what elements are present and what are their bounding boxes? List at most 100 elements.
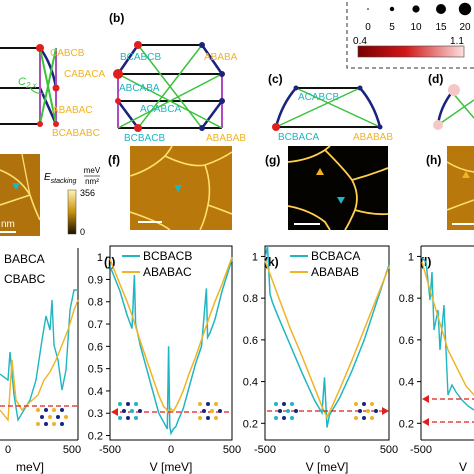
x-tick-label: -500 <box>99 444 121 456</box>
label-bcababc: BCABABC <box>52 128 100 139</box>
x-tick-label: 0 <box>324 444 330 456</box>
panel-e-map: nm <box>0 153 41 236</box>
panel-d-diagram <box>433 84 474 130</box>
y-tick-label: 0.8 <box>243 293 258 305</box>
size-dot-0 <box>367 8 369 10</box>
marker-legend: 0 5 10 15 20 0.4 1.1 <box>346 0 474 69</box>
x-tick-label: 500 <box>63 444 81 456</box>
panel-j-plot: BCBACB ABABAC 10.90.80.70.60.50.40.30.2 … <box>88 245 241 474</box>
x-tick-label: -500 <box>254 444 276 456</box>
panel-b-diagram: BCABCB ABABA ABCABA ACABCA BCBACB ABABAB <box>113 41 246 144</box>
size-dot-10 <box>412 5 420 13</box>
panel-g-tag: (g) <box>265 153 280 167</box>
y-tick-label: 0.9 <box>88 274 103 286</box>
color-tick-low: 0.4 <box>353 36 367 47</box>
label-bcbacb: BCBACB <box>124 133 165 144</box>
x-axis-label: meV] <box>16 460 44 474</box>
y-tick-label: 0.4 <box>399 377 414 389</box>
label-ababab: ABABAB <box>206 133 246 144</box>
plot-frame <box>264 245 390 441</box>
series-layer <box>109 256 233 436</box>
legend-label: BCBACA <box>311 249 360 263</box>
label-cabaca: CABACA <box>64 69 105 80</box>
panel-f-map <box>129 145 233 231</box>
y-tick-label: 1 <box>97 252 103 264</box>
cyan-triangle-marker <box>337 197 345 204</box>
label-ababab-c: ABABAB <box>353 132 393 143</box>
label-ababa: ABABA <box>204 52 238 63</box>
x-axis-label: V [meV] <box>306 460 349 474</box>
gold-series <box>421 261 474 396</box>
lattice-inset-left <box>118 402 142 420</box>
y-tick-label: 0.4 <box>243 377 258 389</box>
cbar-unit-den: nm² <box>85 177 99 186</box>
lattice-inset <box>36 408 68 426</box>
size-tick-label: 20 <box>459 22 471 33</box>
series-layer <box>264 245 390 428</box>
panel-d-tag: (d) <box>428 72 443 86</box>
size-tick-label: 5 <box>389 22 395 33</box>
y-tick-label: 1 <box>408 251 414 263</box>
panel-f-tag: (f) <box>108 153 120 167</box>
panel-l-plot: 1 0.8 0.6 0.4 0.2 -500 V <box>399 245 474 474</box>
panel-g-map <box>287 145 389 231</box>
threshold-arrow <box>422 395 429 403</box>
size-dot-5 <box>389 6 395 12</box>
size-tick-label: 15 <box>435 22 447 33</box>
x-tick-label: 500 <box>380 444 398 456</box>
size-dot-20 <box>458 2 472 16</box>
threshold-arrow <box>382 407 389 415</box>
panel-i-plot: BABCA CBABC 0 500 meV] <box>0 248 81 474</box>
label-bcabcb: BCABCB <box>120 52 161 63</box>
legend-label: BCBACB <box>143 249 192 263</box>
cyan-triangle-marker <box>12 183 20 190</box>
y-tick-label: 0.3 <box>88 408 103 420</box>
x-axis-label: V [meV] <box>150 460 193 474</box>
y-axis-ticks: 1 0.8 0.6 0.4 0.2 <box>243 251 265 430</box>
y-tick-label: 0.6 <box>399 335 414 347</box>
y-tick-label: 0.6 <box>243 335 258 347</box>
panel-h-tag: (h) <box>426 153 441 167</box>
panel-e-colorbar: Estacking meV nm² 356 0 <box>44 166 101 237</box>
y-tick-label: 0.2 <box>243 418 258 430</box>
y-tick-label: 0.2 <box>88 431 103 443</box>
threshold-arrow <box>422 418 429 426</box>
y-axis-ticks: 1 0.8 0.6 0.4 0.2 <box>399 251 421 430</box>
y-tick-label: 0.4 <box>88 386 103 398</box>
label-acabcb: ACABCB <box>298 92 339 103</box>
y-tick-label: 0.8 <box>88 297 103 309</box>
size-dot-15 <box>436 4 446 14</box>
y-tick-label: 0.8 <box>399 293 414 305</box>
x-tick-label: 0 <box>168 444 174 456</box>
x-axis-ticks: -500 0 500 <box>99 444 241 456</box>
legend-label: ABABAB <box>311 265 359 279</box>
y-tick-label: 0.6 <box>88 341 103 353</box>
label-ababac: ABABAC <box>52 105 93 116</box>
legend-label: CBABC <box>4 272 46 286</box>
panel-h-map <box>446 146 474 230</box>
series-line-bcbacb <box>109 259 233 436</box>
label-acabca: ACABCA <box>140 104 181 115</box>
size-tick-label: 0 <box>365 22 371 33</box>
x-tick-label: -500 <box>410 444 432 456</box>
cbar-min: 0 <box>80 227 85 237</box>
label-bcbaca: BCBACA <box>278 132 319 143</box>
size-tick-label: 10 <box>410 22 422 33</box>
lattice-inset-right <box>198 402 222 420</box>
panel-c-tag: (c) <box>268 72 283 86</box>
y-axis-ticks: 1 0.9 0.8 0.7 0.6 0.5 0.4 0.3 0.2 <box>88 252 110 443</box>
cbar-max: 356 <box>80 188 95 198</box>
series-line-ababac <box>109 256 233 415</box>
cyan-triangle-marker <box>174 185 182 192</box>
color-tick-high: 1.1 <box>450 36 464 47</box>
x-tick-label: 0 <box>5 444 11 456</box>
y-tick-label: 0.7 <box>88 319 103 331</box>
legend-label: BABCA <box>4 252 45 266</box>
series-line-ababab <box>264 260 390 419</box>
series-line-bcbaca <box>264 245 390 428</box>
legend-frame <box>346 0 474 69</box>
lattice-inset-left <box>274 402 298 420</box>
energy-color-bar <box>67 189 77 235</box>
label-cabcb: CABCB <box>50 48 85 59</box>
